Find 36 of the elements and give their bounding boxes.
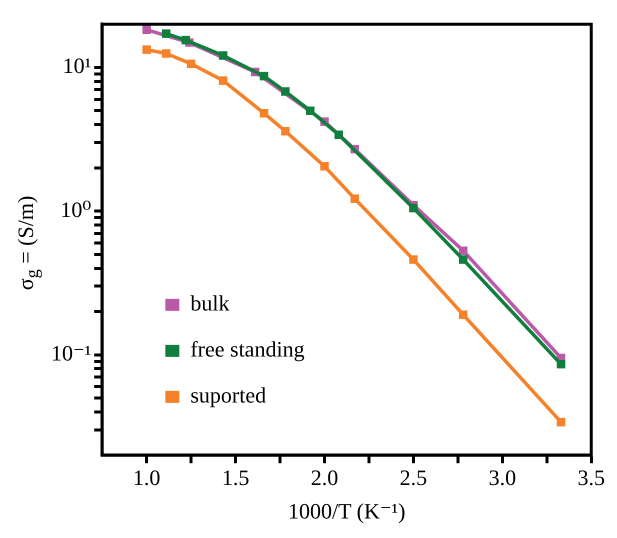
point: [556, 418, 566, 426]
y-tick-label: 10⁰: [60, 196, 92, 222]
point: [320, 162, 329, 171]
x-tick-label: 1.5: [222, 465, 250, 490]
point: [306, 106, 315, 115]
point: [218, 76, 228, 85]
point: [162, 29, 170, 38]
y-tick-label: 10¹: [62, 53, 92, 78]
point: [458, 246, 468, 255]
point: [182, 36, 190, 44]
legend-label: free standing: [190, 336, 305, 362]
legend-label: suported: [190, 382, 266, 408]
x-tick-label: 3.5: [578, 465, 605, 490]
point: [142, 45, 151, 54]
point: [334, 130, 343, 139]
point: [142, 26, 151, 34]
legend-label: bulk: [190, 290, 230, 316]
point: [218, 51, 228, 60]
point: [556, 360, 566, 368]
x-axis-title: 1000/T (K⁻¹): [288, 498, 406, 524]
x-tick-label: 2.0: [310, 465, 338, 490]
point: [409, 255, 418, 264]
point: [458, 255, 468, 264]
x-tick-label: 2.5: [400, 465, 428, 490]
point: [186, 60, 196, 68]
point: [260, 109, 268, 118]
point: [458, 310, 468, 319]
y-tick-label: 10⁻¹: [50, 340, 92, 366]
point: [409, 204, 418, 212]
point: [281, 87, 290, 96]
x-tick-label: 3.0: [488, 465, 516, 490]
x-tick-label: 1.0: [132, 465, 160, 490]
point: [281, 126, 290, 136]
point: [260, 72, 268, 80]
point: [350, 194, 359, 203]
point: [162, 49, 170, 58]
